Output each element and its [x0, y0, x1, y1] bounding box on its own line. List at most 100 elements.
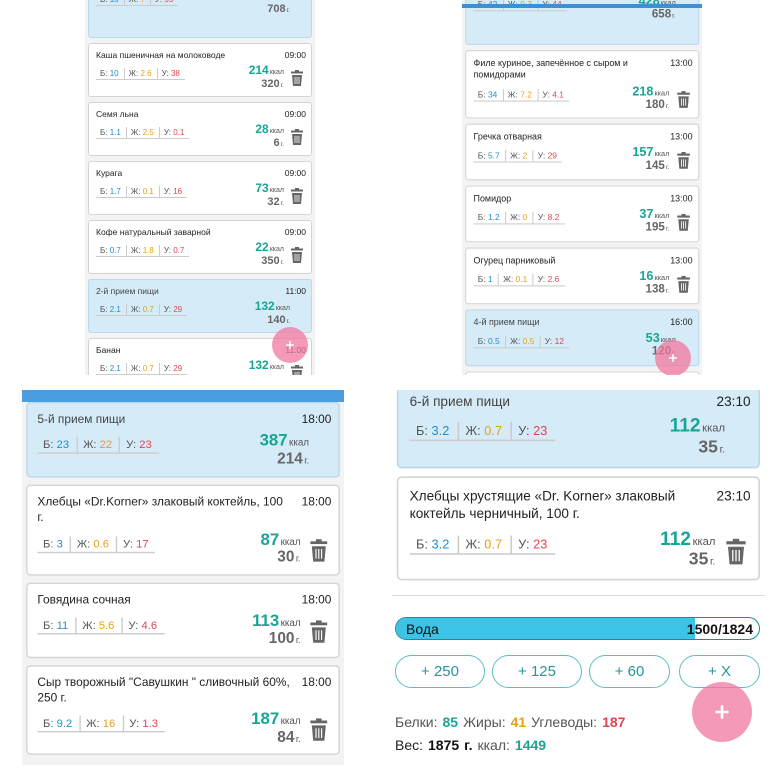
trash-lid: [310, 622, 328, 626]
carbs-label: У:: [122, 537, 133, 551]
grams-line: 145г.: [632, 160, 670, 174]
carbs-label: У:: [126, 439, 137, 452]
fat-value: 0.5: [522, 336, 535, 347]
trash-lid: [291, 248, 303, 251]
delete-button[interactable]: [674, 90, 693, 109]
grams-unit: г.: [665, 287, 670, 296]
carbs-label: У:: [518, 537, 530, 552]
carbs-cell: У: 29: [159, 363, 188, 375]
delete-button[interactable]: [306, 718, 331, 743]
carbs-value: 2.6: [547, 274, 560, 285]
entry-time: 18:00: [301, 674, 332, 689]
grams-value: 32: [267, 195, 280, 208]
water-button[interactable]: + 125: [492, 655, 582, 688]
protein-cell: Б: 34: [473, 88, 504, 102]
energy: 214ккал 320г.: [249, 63, 284, 91]
kcal-unit: ккал: [654, 212, 670, 221]
energy: 16ккал 138г.: [639, 269, 669, 298]
fat-label: Ж:: [129, 0, 139, 4]
entry-name: Гречка отварная: [473, 130, 542, 141]
entry-header: 6-й прием пищи 23:10: [410, 393, 751, 411]
carbs-value: 16: [173, 187, 183, 197]
delete-button[interactable]: [288, 128, 306, 146]
entry-name: Сыр творожный "Савушкин " сливочный 60%,…: [37, 674, 290, 705]
grams-value: 35: [698, 437, 718, 457]
entry-time: 09:00: [284, 227, 306, 237]
carbs-label: У:: [129, 717, 140, 731]
carbs-cell: У: 55: [150, 0, 179, 6]
water-button[interactable]: + 250: [395, 655, 485, 688]
food-card[interactable]: Сыр творожный "Савушкин " сливочный 60%,…: [26, 664, 340, 755]
food-card[interactable]: Хлебцы «Dr.Korner» злаковый коктейль, 10…: [26, 484, 340, 575]
grams-unit: г.: [672, 12, 676, 21]
macros: Б: 9.2 Ж: 16 У: 1.3: [37, 716, 165, 734]
food-card[interactable]: Говядина сочная 18:00 Б: 11 Ж: 5.6 У: 4.6 113…: [26, 581, 340, 658]
food-card[interactable]: Помидор 13:00 Б: 1.2 Ж: 0 У: 8.2 37ккал 195г.: [465, 185, 699, 242]
entry-list: 5-й прием пищи 18:00 Б: 23 Ж: 22 У: 23 387кка…: [22, 402, 344, 762]
food-card[interactable]: Яблоко16:00: [465, 370, 699, 375]
food-card[interactable]: Кофе натуральный заварной 09:00 Б: 0.7 Ж: 1…: [88, 220, 312, 274]
kcal-total: 1449: [514, 737, 547, 753]
entry-body: Б: 1.1 Ж: 2.5 У: 0.1 28ккал 6г.: [96, 122, 306, 150]
grams-value: 320: [261, 77, 280, 90]
delete-button[interactable]: [288, 364, 306, 375]
fat-label: Ж:: [130, 364, 141, 374]
food-card[interactable]: Огурец парниковый 13:00 Б: 1 Ж: 0.1 У: 2.6 16…: [465, 247, 699, 304]
add-button[interactable]: [692, 682, 752, 742]
add-button[interactable]: [655, 340, 691, 375]
fat-cell: Ж: 16: [80, 716, 124, 734]
protein-value: 5.7: [487, 150, 500, 161]
delete-button[interactable]: [288, 246, 306, 264]
food-card[interactable]: Семя льна 09:00 Б: 1.1 Ж: 2.5 У: 0.1 28ккал 6г…: [88, 102, 312, 156]
entry-time: 09:00: [284, 50, 306, 60]
protein-value: 13: [110, 0, 119, 4]
entry-body: Б: 23 Ж: 22 У: 23 387ккал 214г.: [37, 431, 331, 470]
water-amount: 1500/1824: [687, 621, 753, 637]
delete-button[interactable]: [674, 213, 693, 232]
fab-plus: [715, 705, 729, 719]
grams-line: 195г.: [639, 222, 670, 236]
kcal-value: 132: [254, 299, 275, 314]
food-card[interactable]: Гречка отварная 13:00 Б: 5.7 Ж: 2 У: 29 157кк…: [465, 123, 699, 180]
delete-button[interactable]: [674, 151, 693, 170]
kcal-value: 22: [255, 240, 269, 255]
summary-line: Вес: 1875 г. ккал: 1449: [395, 737, 546, 753]
entry-name: Помидор: [473, 192, 512, 203]
entry-time: 18:00: [301, 494, 332, 509]
grams-unit: г.: [665, 225, 670, 234]
kcal-unit: ккал: [276, 0, 290, 2]
water-separator: /: [717, 621, 722, 637]
entry-name: Филе куриное, запечённое с сыром и помид…: [473, 57, 628, 81]
meal-card: 6-й прием пищи 23:10 Б: 3.2 Ж: 0.7 У: 23 112 к…: [396, 390, 761, 469]
fat-value: 0.7: [142, 364, 154, 374]
delete-button[interactable]: [306, 538, 331, 563]
protein-label: Б:: [416, 537, 428, 552]
delete-button[interactable]: [306, 619, 331, 644]
kcal-line: 112 ккал: [660, 528, 715, 551]
protein-cell: Б: 13: [96, 0, 125, 6]
food-card[interactable]: Филе куриное, запечённое с сыром и помид…: [465, 50, 699, 118]
trash-handle: [295, 70, 299, 73]
carbs-value: 29: [173, 364, 183, 374]
carbs-cell: У: 38: [157, 68, 185, 81]
meal-card: 2-й прием пищи 11:00 Б: 2.1 Ж: 0.7 У: 29 132к…: [88, 279, 312, 333]
water-button[interactable]: + 60: [589, 655, 670, 688]
delete-button[interactable]: [722, 537, 751, 566]
protein-label: Б:: [100, 364, 108, 374]
carbs-value: 1.3: [142, 717, 158, 731]
entry-body: Б: 2.1 Ж: 0.7 У: 29 132ккал: [96, 358, 306, 375]
kcal-value: 112: [660, 527, 691, 550]
add-button[interactable]: [272, 327, 308, 363]
food-card[interactable]: Каша пшеничная на молоководе 09:00 Б: 10 Ж:…: [88, 43, 312, 97]
entry-body: Б: 1.2 Ж: 0 У: 8.2 37ккал 195г.: [473, 207, 693, 236]
entry-name: Курага: [96, 168, 123, 178]
carbs-value: 55: [164, 0, 173, 4]
fat-cell: Ж: 0.1: [126, 186, 160, 199]
carbs-value: 0.7: [173, 246, 185, 256]
delete-button[interactable]: [288, 187, 306, 205]
delete-button[interactable]: [674, 275, 693, 294]
food-card[interactable]: Хлебцы хрустящие «Dr. Korner» злаковый к…: [396, 476, 761, 580]
delete-button[interactable]: [288, 69, 306, 87]
food-card[interactable]: Курага 09:00 Б: 1.7 Ж: 0.1 У: 16 73ккал 32г.: [88, 161, 312, 215]
kcal-line: 87ккал: [261, 529, 301, 549]
